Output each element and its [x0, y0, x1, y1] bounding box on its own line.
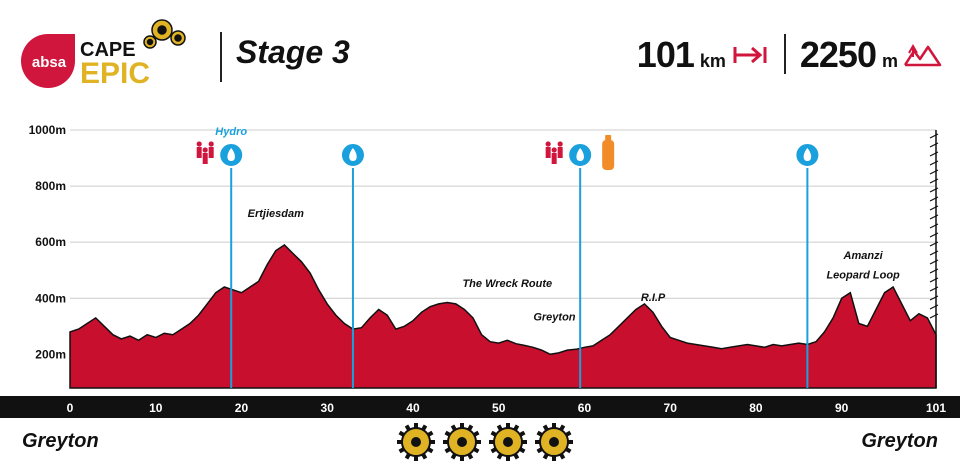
water-drop-glyph: [349, 148, 357, 161]
x-tick-label: 101: [926, 401, 946, 415]
finish-hatch-mark: [929, 178, 939, 184]
feed-zone-label: Hydro: [215, 126, 247, 138]
finish-hatch-mark: [929, 286, 939, 292]
finish-hatch-mark: [929, 169, 939, 175]
elevation-profile-area: [69, 244, 937, 389]
finish-hatch-mark: [929, 268, 939, 274]
finish-hatch-mark: [929, 214, 939, 220]
y-tick-label: 1000m: [29, 123, 66, 137]
x-tick-label: 0: [67, 401, 74, 415]
profile-annotation: Leopard Loop: [826, 270, 900, 282]
logo-gears-icon: [143, 19, 186, 49]
x-tick-label: 70: [664, 401, 678, 415]
x-tick-label: 90: [835, 401, 849, 415]
y-tick-label: 600m: [35, 235, 66, 249]
difficulty-gear-icon: [443, 423, 481, 461]
water-drop-glyph: [576, 148, 584, 161]
finish-hatch-mark: [929, 142, 939, 148]
finish-hatch-mark: [929, 241, 939, 247]
finish-town: Greyton: [861, 430, 938, 452]
start-town: Greyton: [22, 430, 99, 452]
x-tick-label: 40: [406, 401, 420, 415]
feed-zone-markers: Hydro: [196, 126, 821, 388]
finish-hatch-mark: [929, 259, 939, 265]
profile-annotation: R.I.P: [641, 292, 666, 304]
water-drop-glyph: [227, 148, 235, 161]
distance-arrow-icon: [733, 46, 767, 64]
stage-stats: 101 km 2250 m: [636, 34, 942, 75]
cape-epic-logo: absa CAPE EPIC: [21, 19, 186, 90]
y-tick-label: 800m: [35, 179, 66, 193]
y-axis-tick-labels: 200m 400m 600m 800m 1000m: [29, 123, 66, 361]
y-tick-label: 400m: [35, 291, 66, 305]
profile-annotation: Amanzi: [843, 250, 884, 262]
profile-annotation: Greyton: [533, 312, 575, 324]
difficulty-gear-icon: [535, 423, 573, 461]
finish-hatch-mark: [929, 196, 939, 202]
distance-unit: km: [699, 51, 726, 71]
finish-hatch-mark: [929, 223, 939, 229]
difficulty-rating: [396, 422, 574, 462]
bottle-icon: [602, 135, 615, 170]
title-divider: [220, 32, 222, 82]
stats-divider: [783, 34, 786, 74]
finish-hatch-mark: [929, 295, 939, 301]
x-axis-tick-labels: 0 10 20 30 40 50 60 70 80 90 101: [67, 401, 947, 415]
finish-hatch-mark: [929, 133, 939, 139]
finish-hatch-mark: [929, 250, 939, 256]
x-tick-label: 30: [321, 401, 335, 415]
finish-hatch-mark: [929, 313, 939, 319]
finish-hatch-mark: [929, 277, 939, 283]
finish-hatch-mark: [929, 304, 939, 310]
finish-hatch-mark: [929, 160, 939, 166]
difficulty-gear-icon: [397, 423, 435, 461]
finish-hatch-mark: [929, 151, 939, 157]
distance-value: 101: [636, 34, 695, 75]
absa-badge: [21, 34, 75, 88]
finish-hatch-mark: [929, 205, 939, 211]
difficulty-gear-icon: [489, 423, 527, 461]
x-tick-label: 50: [492, 401, 506, 415]
x-tick-label: 10: [149, 401, 163, 415]
profile-annotation: Ertjiesdam: [248, 208, 304, 220]
epic-logo-text: EPIC: [80, 57, 150, 90]
elevation-profile-chart: 200m 400m 600m 800m 1000m Hydro Ertjiesdam Th…: [0, 123, 960, 418]
x-tick-label: 20: [235, 401, 249, 415]
finish-hatch-marks: [929, 130, 939, 388]
distance-axis-bar: [0, 396, 960, 418]
climbing-value: 2250: [799, 34, 877, 75]
absa-logo-text: absa: [32, 54, 67, 71]
mountain-climb-icon: [904, 43, 942, 67]
profile-annotations: Ertjiesdam The Wreck Route Greyton R.I.P Ama…: [248, 208, 900, 324]
climbing-unit: m: [881, 51, 898, 71]
x-tick-label: 80: [749, 401, 763, 415]
spectators-icon: [545, 141, 563, 164]
cape-logo-text: CAPE: [80, 39, 136, 61]
stage-title: Stage 3: [236, 34, 350, 70]
finish-hatch-mark: [929, 187, 939, 193]
spectators-icon: [196, 141, 214, 164]
water-drop-glyph: [803, 148, 812, 161]
profile-annotation: The Wreck Route: [462, 278, 552, 290]
y-tick-label: 200m: [35, 347, 66, 361]
finish-hatch-mark: [929, 232, 939, 238]
x-tick-label: 60: [578, 401, 592, 415]
